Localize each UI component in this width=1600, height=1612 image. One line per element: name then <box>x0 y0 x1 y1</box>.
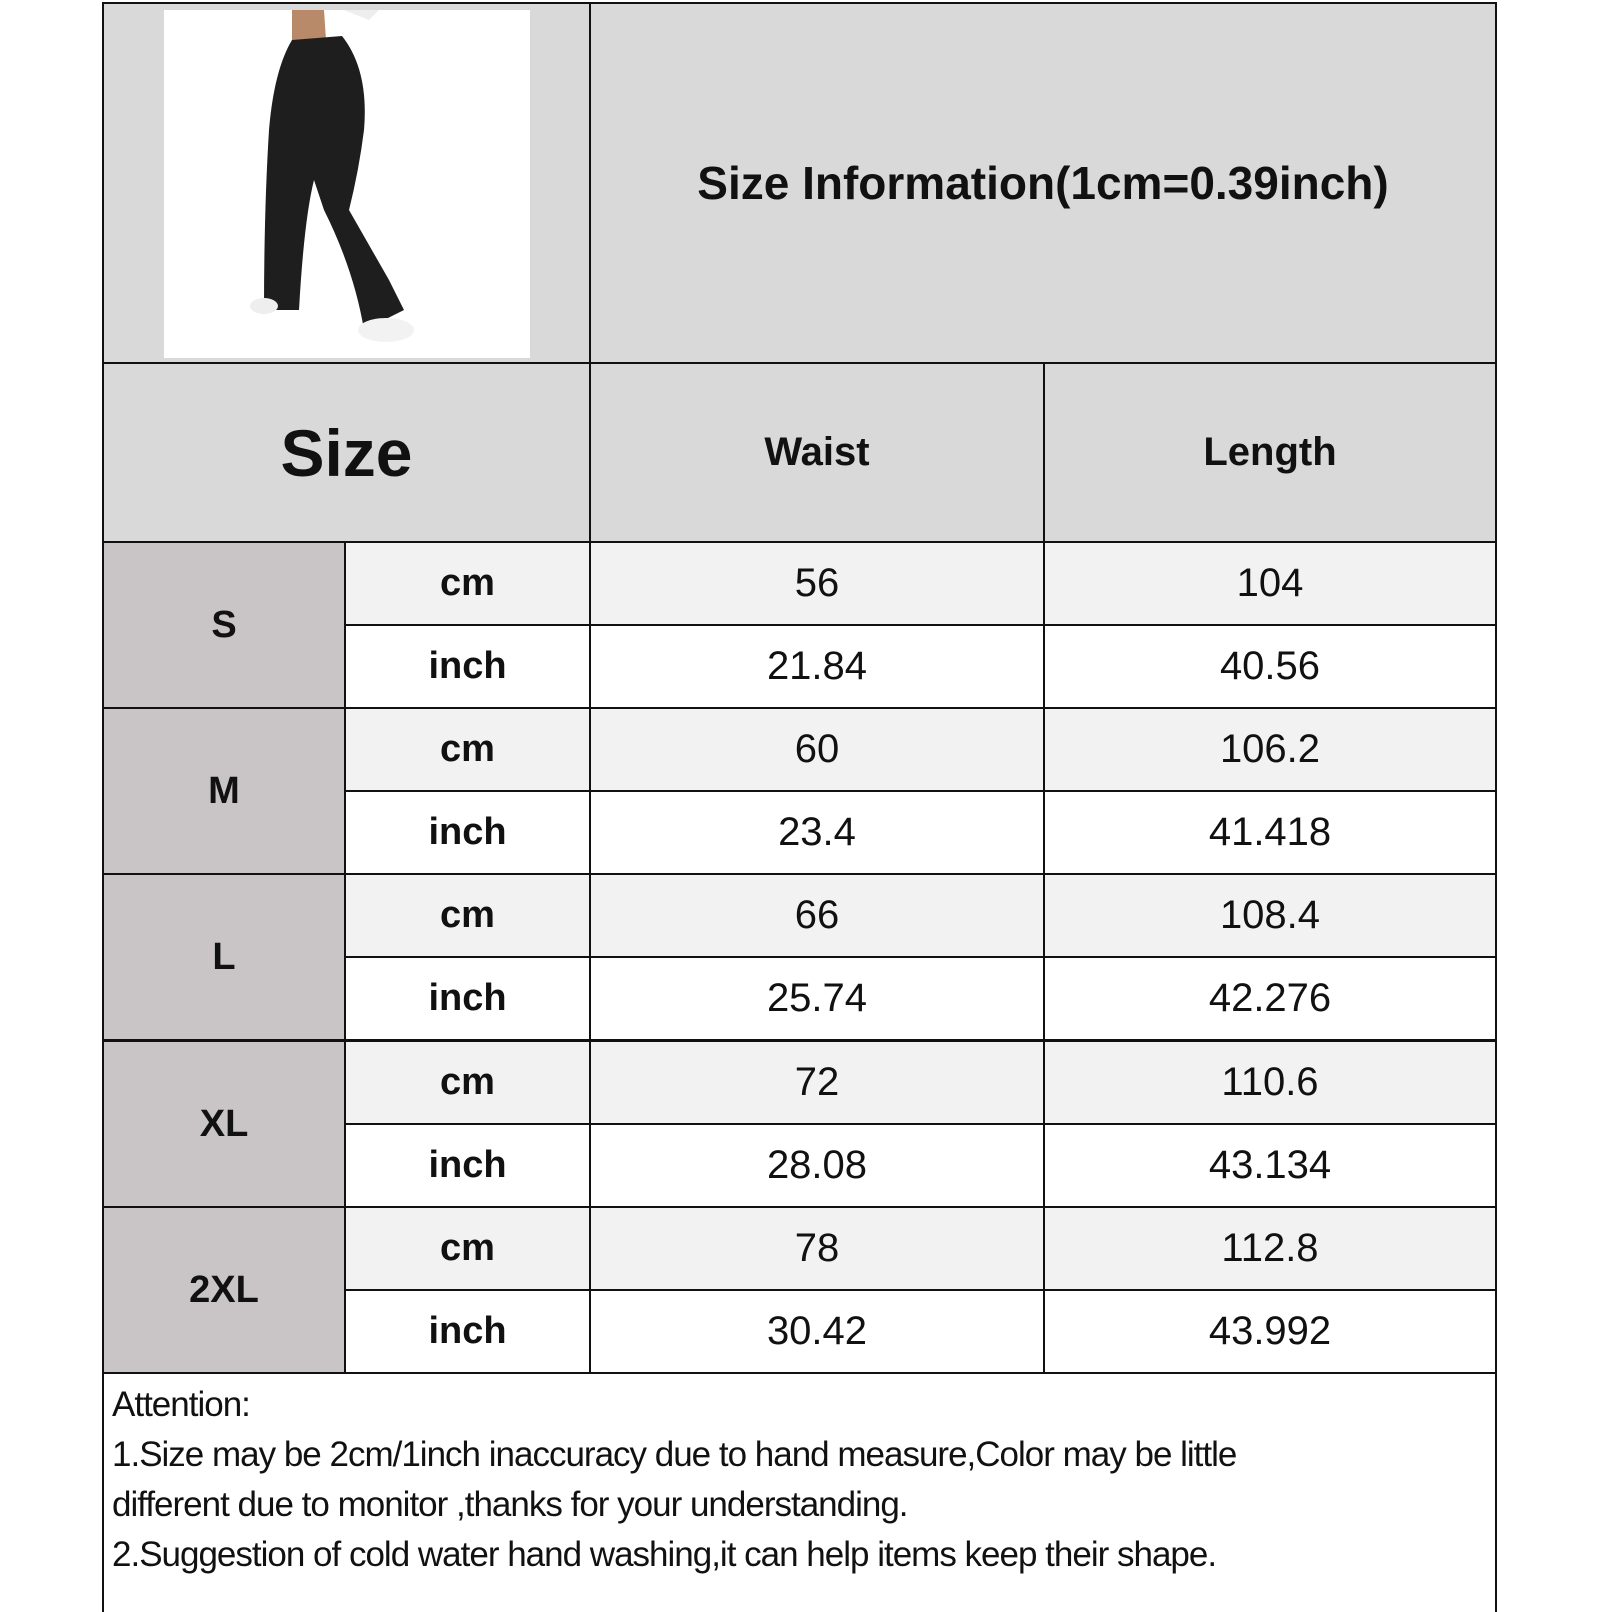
product-image <box>164 10 530 358</box>
unit-inch: inch <box>344 1289 591 1374</box>
unit-inch: inch <box>344 1123 591 1208</box>
length-cm: 110.6 <box>1043 1040 1497 1125</box>
unit-cm: cm <box>344 873 591 958</box>
unit-cm: cm <box>344 1040 591 1125</box>
waist-inch: 23.4 <box>589 790 1045 875</box>
waist-inch: 28.08 <box>589 1123 1045 1208</box>
size-label: S <box>102 541 346 709</box>
attention-heading: Attention: <box>112 1385 251 1424</box>
length-inch: 40.56 <box>1043 624 1497 709</box>
title: Size Information(1cm=0.39inch) <box>589 2 1497 364</box>
waist-cm: 78 <box>589 1206 1045 1291</box>
waist-inch: 21.84 <box>589 624 1045 709</box>
length-cm: 106.2 <box>1043 707 1497 792</box>
size-label: 2XL <box>102 1206 346 1374</box>
attention-line-2: different due to monitor ,thanks for you… <box>112 1485 909 1524</box>
unit-cm: cm <box>344 707 591 792</box>
waist-cm: 66 <box>589 873 1045 958</box>
size-label: M <box>102 707 346 875</box>
unit-inch: inch <box>344 956 591 1041</box>
size-label: XL <box>102 1040 346 1208</box>
size-label: L <box>102 873 346 1041</box>
length-inch: 42.276 <box>1043 956 1497 1041</box>
header-size: Size <box>102 362 591 543</box>
product-image-cell <box>102 2 591 364</box>
attention-note: Attention: 1.Size may be 2cm/1inch inacc… <box>102 1372 1497 1612</box>
unit-cm: cm <box>344 541 591 626</box>
length-cm: 108.4 <box>1043 873 1497 958</box>
length-inch: 41.418 <box>1043 790 1497 875</box>
waist-inch: 30.42 <box>589 1289 1045 1374</box>
length-inch: 43.134 <box>1043 1123 1497 1208</box>
length-inch: 43.992 <box>1043 1289 1497 1374</box>
unit-cm: cm <box>344 1206 591 1291</box>
header-waist: Waist <box>589 362 1045 543</box>
waist-cm: 72 <box>589 1040 1045 1125</box>
waist-inch: 25.74 <box>589 956 1045 1041</box>
attention-line-3: 2.Suggestion of cold water hand washing,… <box>112 1535 1217 1574</box>
unit-inch: inch <box>344 624 591 709</box>
unit-inch: inch <box>344 790 591 875</box>
waist-cm: 60 <box>589 707 1045 792</box>
length-cm: 112.8 <box>1043 1206 1497 1291</box>
attention-line-1: 1.Size may be 2cm/1inch inaccuracy due t… <box>112 1435 1237 1474</box>
header-length: Length <box>1043 362 1497 543</box>
waist-cm: 56 <box>589 541 1045 626</box>
flare-pants-image <box>250 10 414 342</box>
length-cm: 104 <box>1043 541 1497 626</box>
